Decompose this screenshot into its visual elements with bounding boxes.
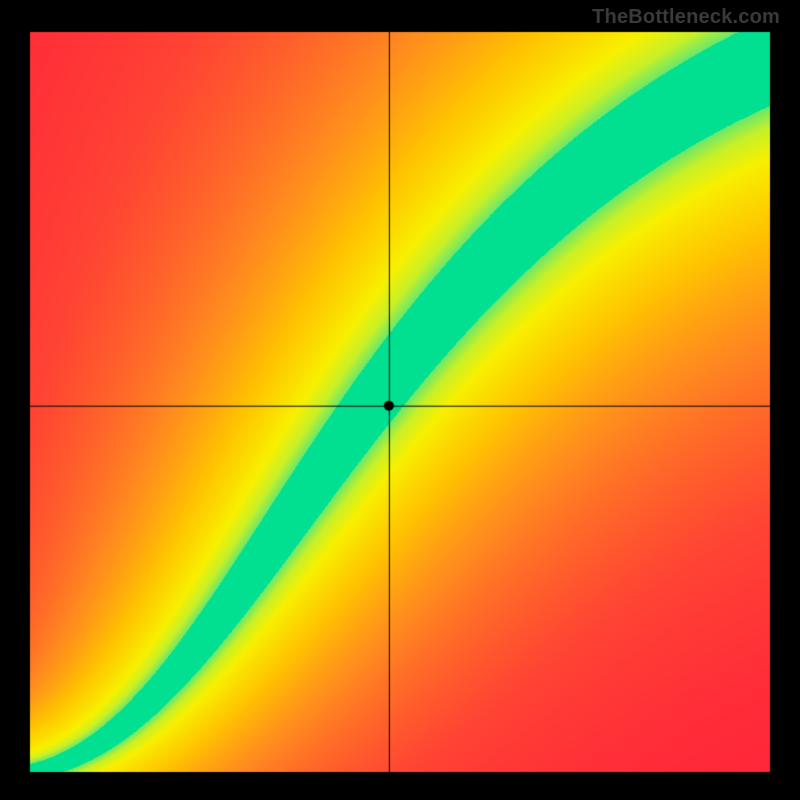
watermark-text: TheBottleneck.com bbox=[592, 6, 780, 29]
heatmap-plot bbox=[0, 0, 800, 800]
